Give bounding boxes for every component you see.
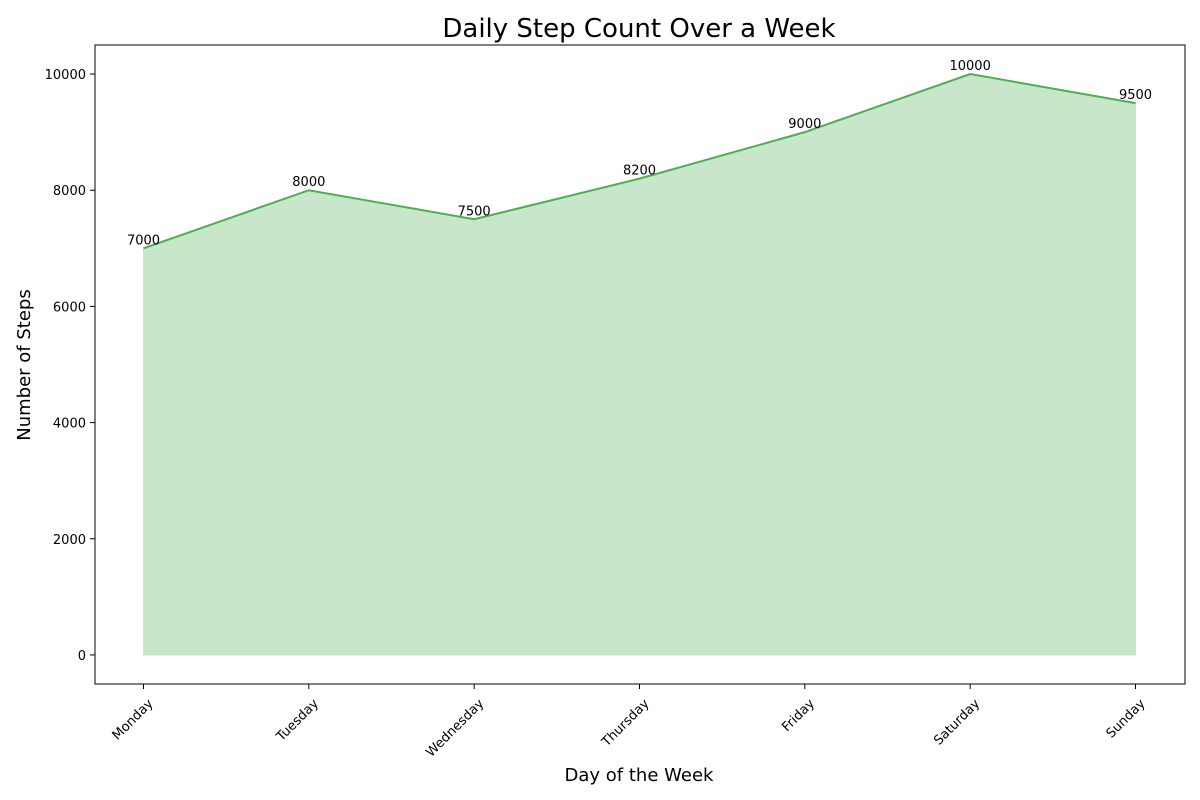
data-label: 10000 — [949, 59, 990, 74]
x-tick-label: Wednesday — [423, 696, 487, 760]
x-tick-label: Friday — [779, 696, 818, 735]
series-line — [143, 73, 1136, 250]
x-tick-label: Saturday — [931, 696, 983, 748]
data-label: 9500 — [1119, 88, 1152, 103]
y-tick-label: 0 — [78, 649, 86, 664]
y-tick-label: 6000 — [53, 300, 86, 315]
data-labels: 7000 8000 7500 8200 9000 10000 9500 — [127, 59, 1152, 248]
x-axis-label: Day of the Week — [565, 765, 714, 786]
y-axis: 0 2000 4000 6000 8000 10000 — [45, 68, 95, 664]
data-label: 8000 — [292, 175, 325, 190]
data-label: 9000 — [788, 117, 821, 132]
x-tick-label: Thursday — [598, 696, 652, 750]
x-tick-label: Monday — [110, 696, 157, 743]
y-tick-label: 8000 — [53, 184, 86, 199]
y-tick-label: 10000 — [45, 68, 86, 83]
y-tick-label: 4000 — [53, 417, 86, 432]
y-tick-label: 2000 — [53, 533, 86, 548]
data-label: 7000 — [127, 233, 160, 248]
y-axis-label: Number of Steps — [14, 289, 35, 440]
plot-area: 7000 8000 7500 8200 9000 10000 9500 — [94, 44, 1186, 685]
x-axis: Monday Tuesday Wednesday Thursday Friday Satu… — [110, 684, 1149, 760]
chart-title: Daily Step Count Over a Week — [442, 14, 835, 44]
area-fill — [143, 73, 1136, 656]
data-label: 7500 — [458, 204, 491, 219]
x-tick-label: Sunday — [1104, 696, 1149, 741]
x-tick-label: Tuesday — [273, 696, 322, 745]
data-label: 8200 — [623, 164, 656, 179]
